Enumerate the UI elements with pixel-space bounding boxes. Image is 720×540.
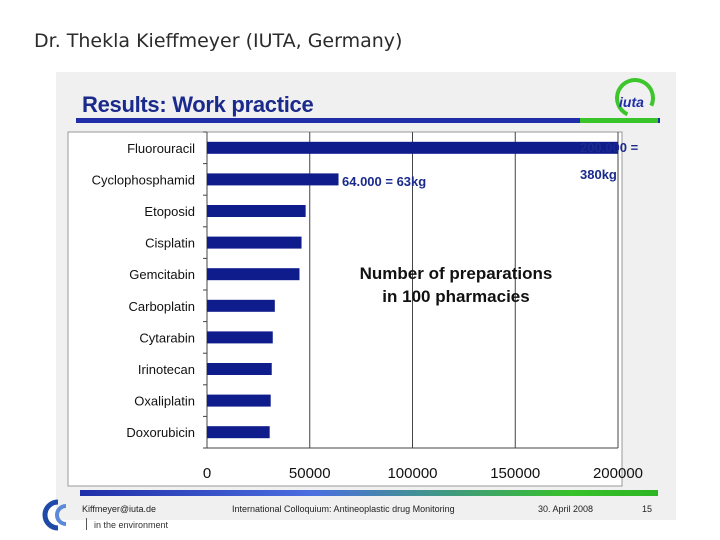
header-rule-accent	[580, 118, 658, 123]
category-label-etoposid: Etoposid	[144, 204, 195, 219]
category-label-cytarabin: Cytarabin	[139, 330, 195, 345]
category-label-doxorubicin: Doxorubicin	[126, 425, 195, 440]
footer-rule	[80, 490, 658, 496]
footer-page-number: 15	[642, 504, 653, 514]
bar-carboplatin	[207, 299, 275, 312]
category-label-oxaliplatin: Oxaliplatin	[134, 394, 195, 409]
category-label-irinotecan: Irinotecan	[138, 362, 195, 377]
plot-frame	[67, 131, 623, 487]
bar-oxaliplatin	[207, 394, 271, 407]
footer-conference: International Colloquium: Antineoplastic…	[232, 504, 455, 514]
bar-fluorouracil	[207, 141, 618, 154]
header-rule	[76, 118, 660, 123]
footer-tagline: in the environment	[94, 520, 169, 530]
category-label-fluorouracil: Fluorouracil	[127, 141, 195, 156]
annotation-cyclophosphamid: 64.000 = 63kg	[342, 174, 426, 189]
bar-irinotecan	[207, 363, 272, 375]
category-label-cisplatin: Cisplatin	[145, 236, 195, 251]
category-label-gemcitabin: Gemcitabin	[129, 267, 195, 282]
iuta-swirl-logo-icon	[42, 499, 67, 531]
annotation-caption-line2: in 100 pharmacies	[382, 287, 529, 306]
bar-cytarabin	[207, 331, 273, 344]
bar-gemcitabin	[207, 268, 300, 281]
x-tick-label-2: 100000	[387, 465, 437, 482]
annotation-fluorouracil-line1: 200.000 =	[580, 140, 639, 155]
bar-doxorubicin	[207, 426, 270, 439]
footer-divider	[86, 518, 87, 530]
footer-date: 30. April 2008	[538, 504, 594, 514]
x-tick-label-3: 150000	[490, 465, 540, 482]
bar-cyclophosphamid	[207, 173, 339, 186]
category-label-cyclophosphamid: Cyclophosphamid	[92, 172, 195, 187]
x-tick-label-1: 50000	[289, 465, 331, 482]
slide-heading: Results: Work practice	[82, 92, 314, 117]
annotation-fluorouracil-line2: 380kg	[580, 167, 617, 182]
annotation-caption-line1: Number of preparations	[360, 264, 553, 283]
category-label-carboplatin: Carboplatin	[129, 299, 196, 314]
page-title: Dr. Thekla Kieffmeyer (IUTA, Germany)	[34, 30, 403, 52]
iuta-logo-text: iuta	[619, 94, 644, 110]
x-tick-label-4: 200000	[593, 465, 643, 482]
bar-etoposid	[207, 205, 306, 217]
x-tick-label-0: 0	[203, 465, 211, 482]
footer-email: Kiffmeyer@iuta.de	[82, 504, 157, 514]
bar-cisplatin	[207, 236, 302, 249]
